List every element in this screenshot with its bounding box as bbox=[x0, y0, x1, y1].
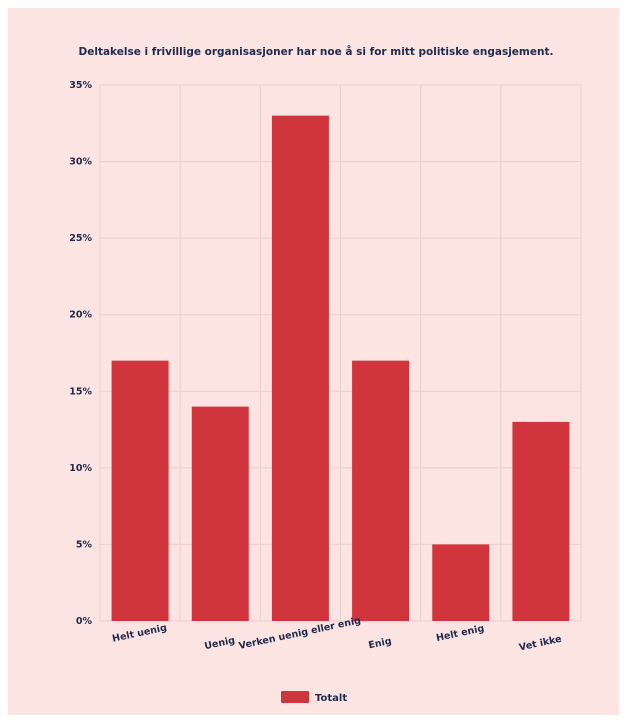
chart-title: Deltakelse i frivillige organisasjoner h… bbox=[79, 45, 554, 58]
grid-lines bbox=[99, 84, 582, 622]
y-tick-label: 25% bbox=[69, 233, 92, 244]
y-tick-label: 35% bbox=[69, 80, 92, 91]
y-tick-label: 10% bbox=[69, 463, 92, 474]
legend-swatch-totalt bbox=[281, 691, 309, 703]
legend: Totalt bbox=[281, 691, 347, 704]
y-tick-label: 20% bbox=[69, 310, 92, 321]
bar-chart: Deltakelse i frivillige organisasjoner h… bbox=[69, 45, 582, 704]
y-tick-label: 0% bbox=[76, 616, 93, 627]
x-tick-label: Vet ikke bbox=[518, 634, 563, 654]
x-tick-label: Helt uenig bbox=[111, 622, 168, 644]
bar-verken-uenig-eller-enig bbox=[271, 115, 329, 621]
y-axis-ticks: 0% 5% 10% 15% 20% 25% 30% 35% bbox=[69, 80, 92, 627]
x-tick-label: Helt enig bbox=[435, 623, 485, 644]
bar-helt-uenig bbox=[111, 360, 169, 621]
bar-enig bbox=[352, 360, 410, 621]
x-tick-label: Uenig bbox=[203, 635, 236, 652]
x-tick-label: Enig bbox=[368, 636, 393, 652]
bar-helt-enig bbox=[432, 544, 490, 621]
bar-vet-ikke bbox=[512, 421, 570, 621]
y-tick-label: 5% bbox=[76, 539, 93, 550]
chart-panel: Deltakelse i frivillige organisasjoner h… bbox=[8, 8, 619, 715]
bars bbox=[111, 115, 570, 621]
y-tick-label: 15% bbox=[69, 386, 92, 397]
y-tick-label: 30% bbox=[69, 157, 92, 168]
legend-label-totalt: Totalt bbox=[315, 693, 347, 704]
bar-uenig bbox=[191, 406, 249, 621]
